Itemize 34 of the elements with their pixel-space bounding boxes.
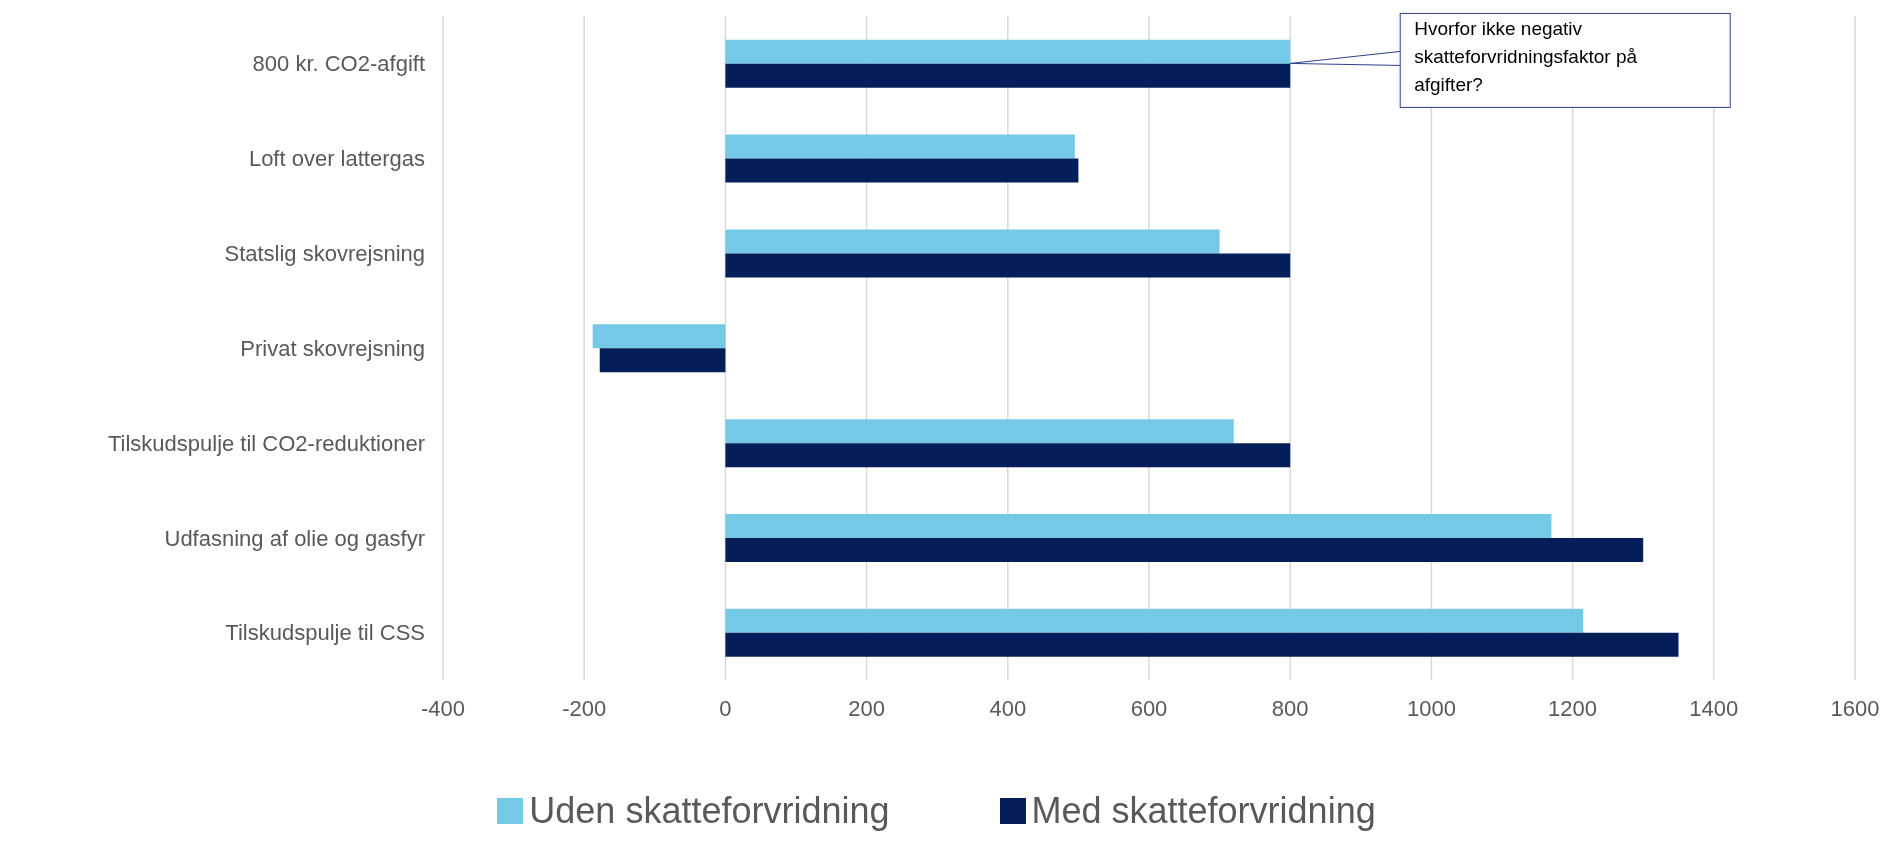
x-tick-label: -400 [420,695,466,721]
x-tick-label: 0 [719,695,732,721]
bar [725,514,1552,538]
bar [725,608,1584,633]
x-tick-label: 400 [989,695,1027,721]
x-tick-label: -200 [562,695,607,721]
x-tick-label: 600 [1130,695,1168,721]
bar [725,443,1291,468]
y-tick-label: Tilskudspulje til CO2-reduktioner [107,430,425,456]
legend-label: Med skatteforvridning [1031,790,1376,832]
bar [725,134,1075,159]
bar [725,538,1644,562]
y-tick-label: Privat skovrejsning [240,335,425,361]
bar [725,158,1079,183]
bar [725,253,1291,278]
bar [725,419,1234,444]
bar [725,229,1220,254]
x-tick-label: 1000 [1406,695,1456,721]
bar [592,324,726,349]
x-tick-label: 1200 [1548,695,1598,721]
y-tick-label: Statslig skovrejsning [224,240,425,266]
x-tick-label: 1400 [1689,695,1739,721]
x-tick-label: 200 [848,695,885,721]
x-tick-label: 800 [1271,695,1309,721]
annotation: Hvorfor ikke negativ skatteforvridningsfaktor på afgifter? [1414,17,1639,98]
y-tick-label: Tilskudspulje til CSS [225,620,425,646]
y-tick-label: 800 kr. CO2-afgift [252,51,425,77]
y-tick-label: Loft over lattergas [248,146,425,172]
y-tick-label: Udfasning af olie og gasfyr [164,525,425,551]
legend-label: Uden skatteforvridning [529,790,890,832]
bar [599,348,726,373]
bar [725,632,1679,657]
bar [725,63,1291,88]
x-tick-label: 1600 [1830,695,1880,721]
